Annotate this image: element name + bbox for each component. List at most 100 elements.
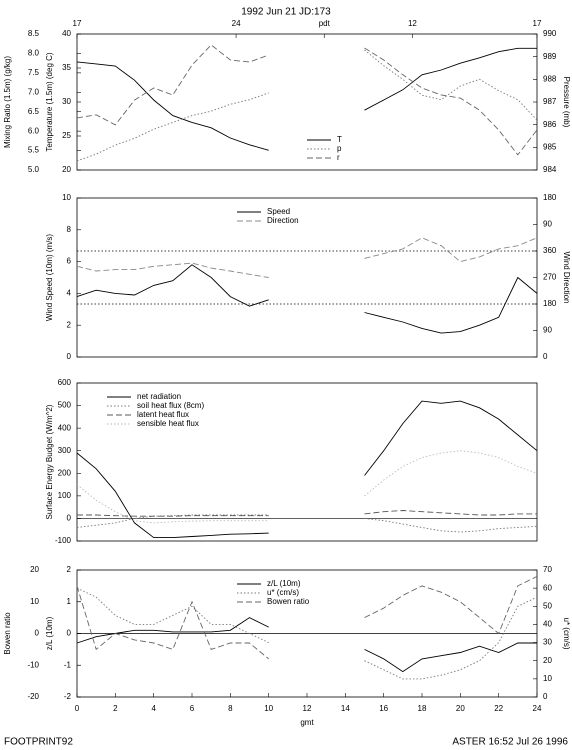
y-tick-label: 270: [543, 273, 557, 282]
x2-tick-label: 17: [533, 19, 542, 28]
y-tick-label: 400: [58, 423, 72, 432]
y-tick-label: 4: [67, 289, 72, 298]
series-line: [76, 237, 538, 278]
y-tick-label: 500: [58, 401, 72, 410]
y-tick-label: 5.0: [28, 165, 40, 174]
y-tick-label: 300: [58, 446, 72, 455]
y-tick-label: 6.5: [28, 107, 40, 116]
y-tick-label: 1: [67, 597, 72, 606]
legend-label: soil heat flux (8cm): [137, 401, 204, 410]
y-tick-label: 360: [543, 246, 557, 255]
series-line: [76, 587, 538, 680]
y-tick-label: 6: [67, 257, 72, 266]
x2-tick-label: pdt: [319, 19, 331, 28]
axis-label: Wind Direction: [562, 251, 571, 303]
y-tick-label: -2: [64, 692, 72, 701]
x-tick-label: 0: [75, 704, 80, 713]
x2-tick-label: 12: [408, 19, 417, 28]
y-tick-label: 70: [543, 565, 552, 574]
y-tick-label: -10: [27, 660, 39, 669]
y-tick-label: 7.5: [28, 68, 40, 77]
x-tick-label: 2: [113, 704, 118, 713]
y-tick-label: 25: [62, 131, 71, 140]
axis-label: Pressure (mb): [562, 77, 571, 128]
y-tick-label: 10: [543, 674, 552, 683]
y-tick-label: 8.0: [28, 49, 40, 58]
y-tick-label: 0: [543, 352, 548, 361]
y-tick-label: 0: [67, 352, 72, 361]
x-tick-label: 20: [456, 704, 465, 713]
y-tick-label: 987: [543, 97, 557, 106]
y-tick-label: 600: [58, 378, 72, 387]
y-tick-label: 40: [62, 29, 71, 38]
x-tick-label: 6: [190, 704, 195, 713]
axis-label: Temperature (1.5m) (deg C): [45, 52, 54, 151]
y-tick-label: 20: [62, 165, 71, 174]
axis-label: z/L (10m): [45, 616, 54, 650]
legend-label: r: [337, 153, 340, 162]
legend-label: Bowen ratio: [267, 597, 310, 606]
series-line: [76, 47, 537, 151]
y-tick-label: 10: [30, 597, 39, 606]
y-tick-label: 180: [543, 193, 557, 202]
series-line: [76, 44, 538, 156]
y-tick-label: 5.5: [28, 146, 40, 155]
x-tick-label: 22: [494, 704, 503, 713]
x-tick-label: 14: [341, 704, 350, 713]
y-tick-label: 990: [543, 29, 557, 38]
y-tick-label: 0: [543, 692, 548, 701]
y-tick-label: 50: [543, 601, 552, 610]
legend-label: Speed: [267, 207, 290, 216]
series-line: [76, 575, 538, 660]
y-tick-label: 40: [543, 620, 552, 629]
y-tick-label: 10: [62, 193, 71, 202]
y-tick-label: 986: [543, 120, 557, 129]
x-tick-label: 16: [379, 704, 388, 713]
x-tick-label: 10: [264, 704, 273, 713]
x-axis-label: gmt: [300, 718, 314, 727]
series-line: [76, 514, 538, 533]
y-tick-label: 20: [543, 656, 552, 665]
y-tick-label: 200: [58, 468, 72, 477]
axis-label: Surface Energy Budget (W/m^2): [45, 404, 54, 519]
x2-tick-label: 17: [73, 19, 82, 28]
legend-label: latent heat flux: [137, 410, 189, 419]
y-tick-label: 2: [67, 565, 72, 574]
y-tick-label: 0: [35, 629, 40, 638]
axis-label: Wind Speed (10m) (m/s): [45, 234, 54, 321]
x-tick-label: 18: [418, 704, 427, 713]
legend-label: z/L (10m): [267, 579, 301, 588]
y-tick-label: -1: [64, 660, 72, 669]
series-line: [76, 400, 538, 539]
y-tick-label: 2: [67, 320, 72, 329]
axis-label: Bowen ratio: [3, 612, 12, 655]
y-tick-label: 988: [543, 74, 557, 83]
legend-label: net radiation: [137, 392, 181, 401]
x-tick-label: 12: [303, 704, 312, 713]
y-tick-label: 8.5: [28, 29, 40, 38]
y-tick-label: 8: [67, 225, 72, 234]
y-tick-label: 60: [543, 583, 552, 592]
x2-tick-label: 24: [232, 19, 241, 28]
y-tick-label: 30: [62, 97, 71, 106]
y-tick-label: -100: [55, 536, 72, 545]
y-tick-label: 180: [543, 299, 557, 308]
y-tick-label: 90: [543, 220, 552, 229]
y-tick-label: 100: [58, 491, 72, 500]
series-line: [76, 450, 538, 524]
x-tick-label: 8: [228, 704, 233, 713]
footer-left: FOOTPRINT92: [4, 737, 73, 748]
series-line: [76, 264, 538, 334]
y-tick-label: 7.0: [28, 87, 40, 96]
chart-title: 1992 Jun 21 JD:173: [241, 7, 331, 18]
y-tick-label: 0: [67, 514, 72, 523]
y-tick-label: 6.0: [28, 126, 40, 135]
y-tick-label: 985: [543, 142, 557, 151]
x-tick-label: 4: [151, 704, 156, 713]
y-tick-label: 989: [543, 52, 557, 61]
y-tick-label: 90: [543, 326, 552, 335]
legend-label: p: [337, 144, 342, 153]
legend-label: T: [337, 135, 342, 144]
